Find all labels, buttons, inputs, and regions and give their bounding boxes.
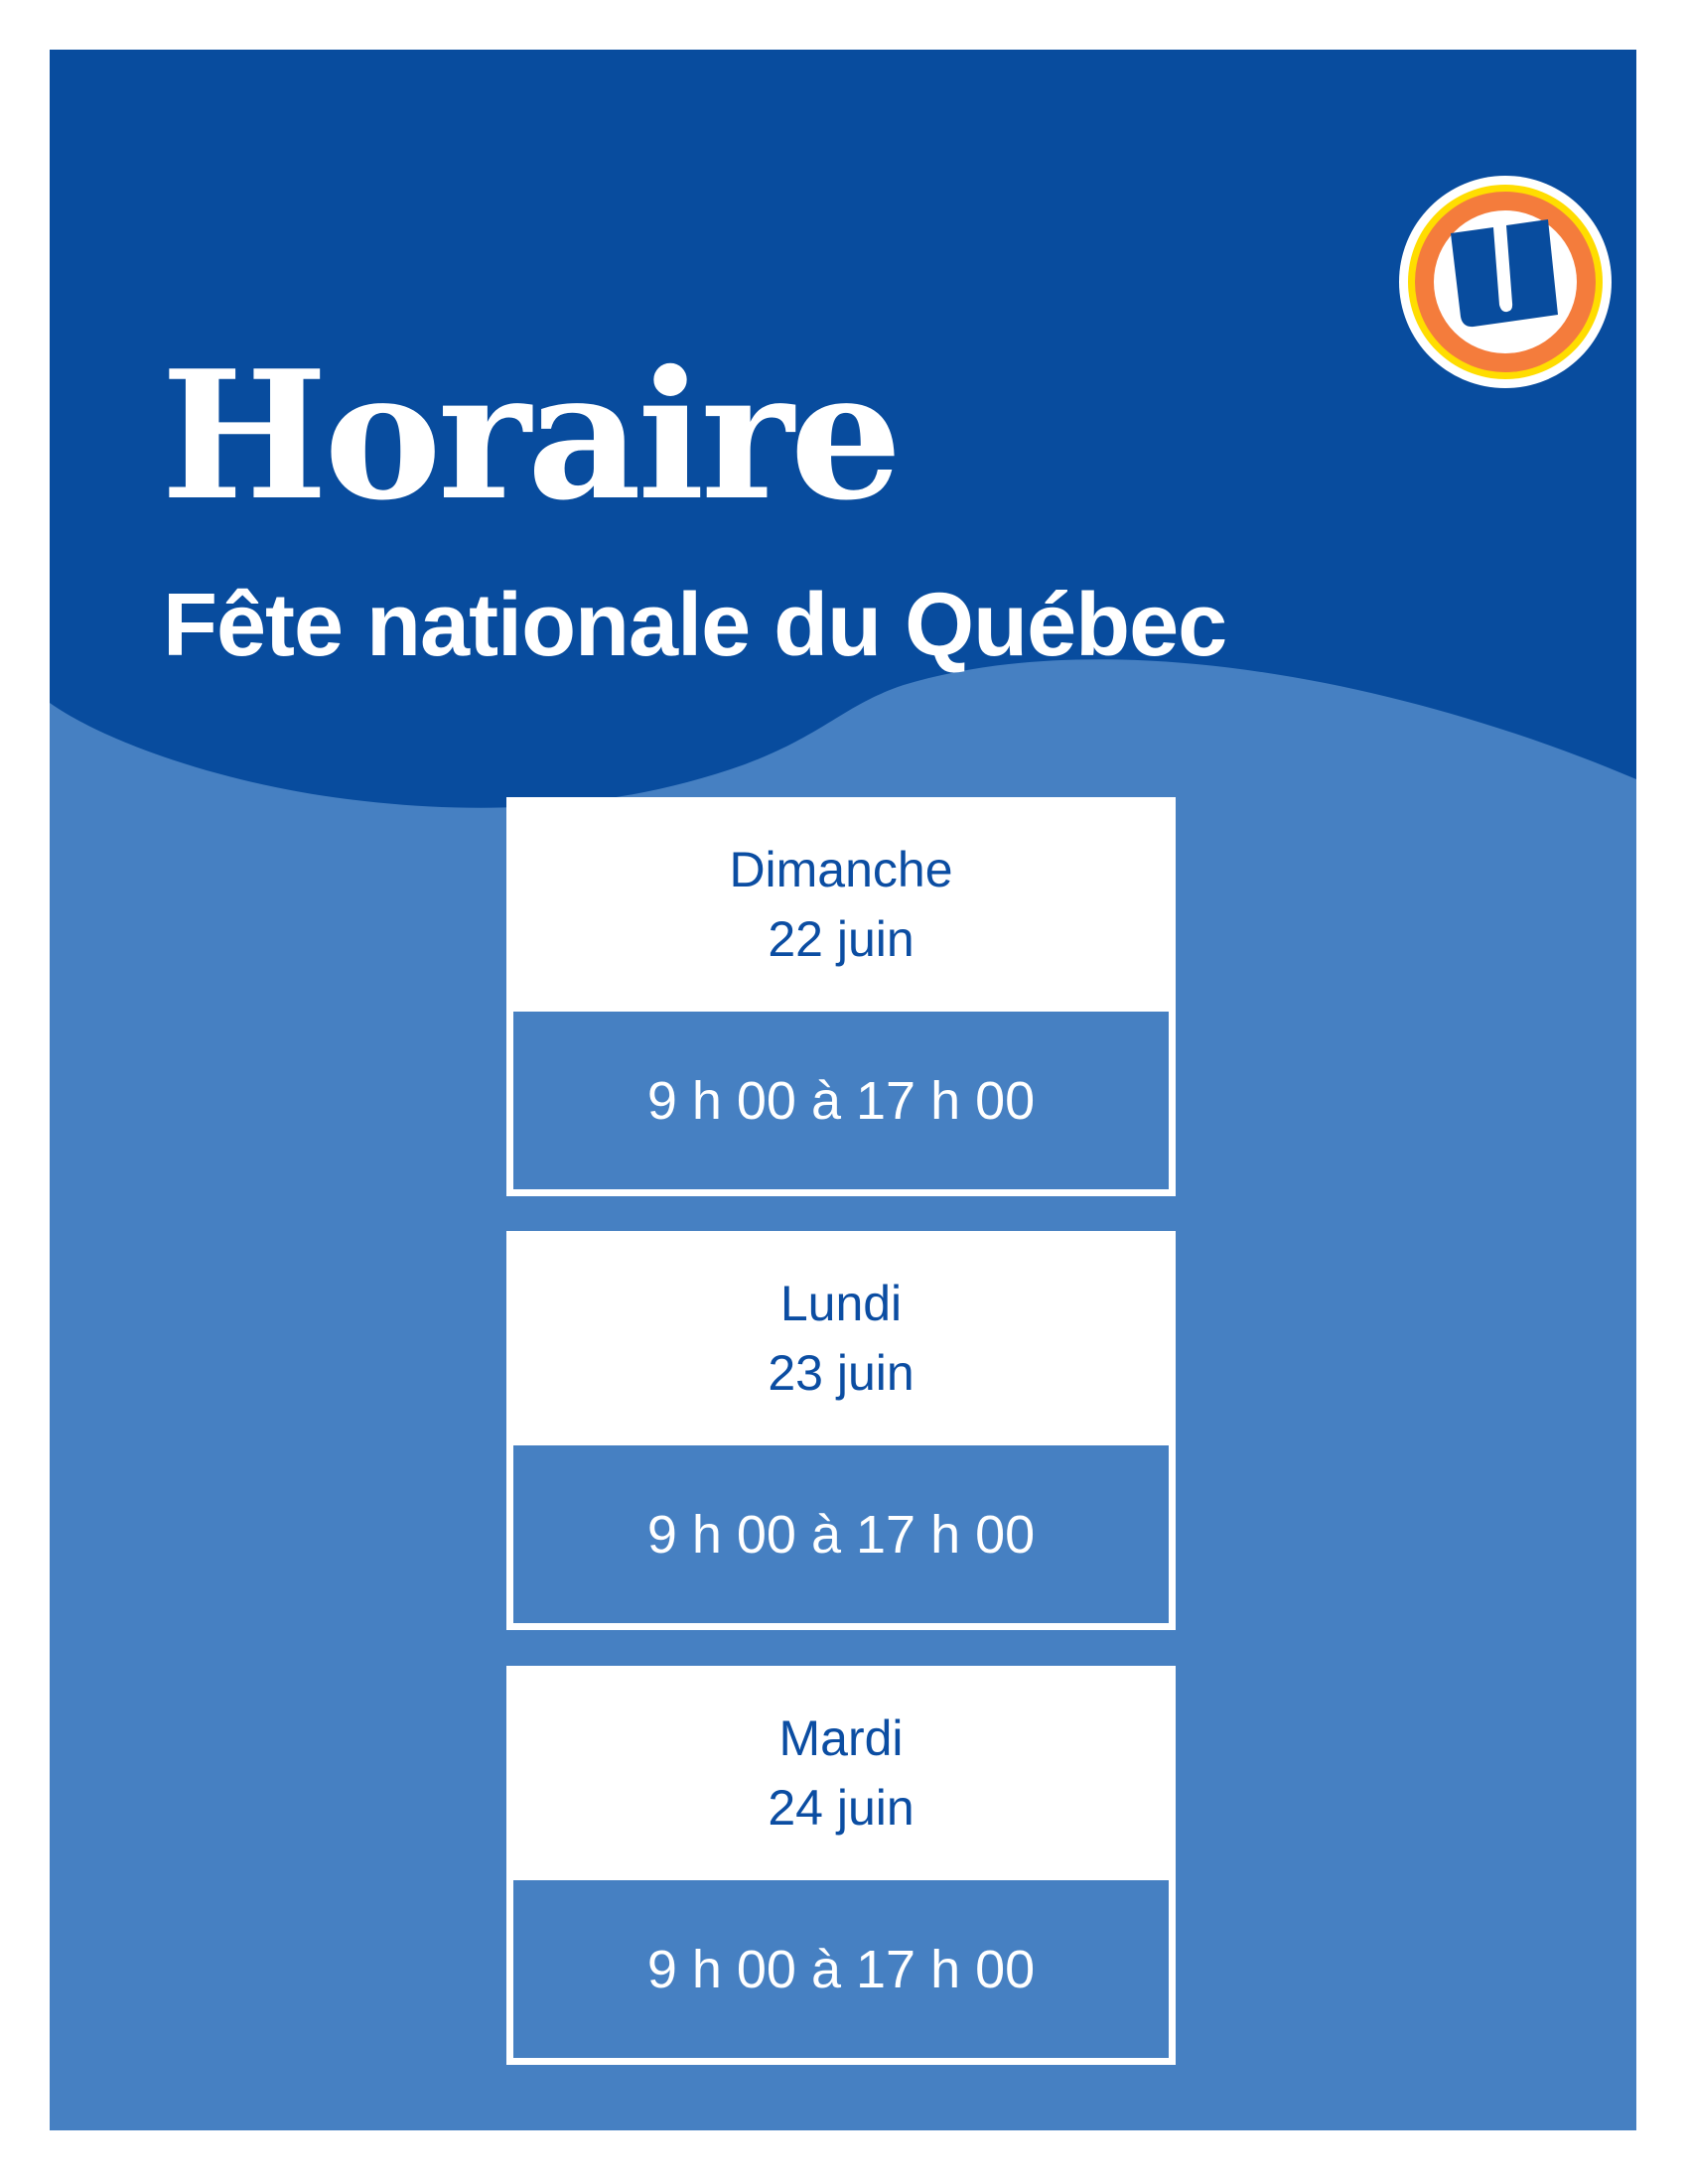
page-title: Horaire <box>161 332 903 539</box>
date-label: 22 juin <box>768 911 914 967</box>
page-subtitle: Fête nationale du Québec <box>163 576 1227 675</box>
schedule-card: Dimanche 22 juin 9 h 00 à 17 h 00 <box>506 797 1176 1196</box>
date-label: 24 juin <box>768 1780 914 1836</box>
hours-label: 9 h 00 à 17 h 00 <box>646 1070 1036 1131</box>
day-label: Lundi <box>779 1276 903 1331</box>
day-label: Mardi <box>778 1710 904 1766</box>
hours-label: 9 h 00 à 17 h 00 <box>646 1939 1036 1999</box>
hours-label: 9 h 00 à 17 h 00 <box>646 1504 1036 1565</box>
header-wave-background <box>50 50 1636 808</box>
day-label: Dimanche <box>729 842 953 897</box>
uniprix-logo-icon <box>1399 176 1612 388</box>
schedule-card: Lundi 23 juin 9 h 00 à 17 h 00 <box>506 1231 1176 1630</box>
date-label: 23 juin <box>768 1345 914 1401</box>
schedule-card: Mardi 24 juin 9 h 00 à 17 h 00 <box>506 1666 1176 2065</box>
poster: Horaire Fête nationale du Québec Dimanch… <box>50 50 1636 2130</box>
